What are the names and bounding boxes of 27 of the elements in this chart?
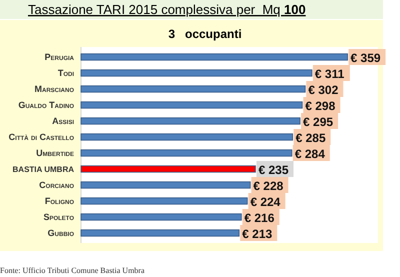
y-tick-label: Assisi bbox=[52, 116, 74, 126]
chart-title: Tassazione TARI 2015 complessiva per Mq 100 bbox=[28, 2, 306, 17]
y-tick-label: Spoleto bbox=[43, 212, 74, 222]
y-tick-label: Umbertide bbox=[36, 148, 74, 158]
data-label: € 228 bbox=[253, 179, 284, 193]
data-label: € 216 bbox=[244, 211, 275, 225]
data-label: € 235 bbox=[258, 163, 289, 177]
data-label: € 284 bbox=[294, 147, 326, 161]
y-tick-label: Perugia bbox=[44, 52, 75, 62]
data-label: € 298 bbox=[305, 99, 336, 113]
y-tick-label: Città di Castello bbox=[8, 132, 74, 142]
y-tick-label: Gubbio bbox=[48, 228, 74, 238]
y-tick-label: Todi bbox=[58, 68, 74, 78]
y-tick-label: Gualdo Tadino bbox=[18, 100, 74, 110]
y-tick-label: Foligno bbox=[44, 196, 74, 206]
data-label: € 224 bbox=[250, 195, 281, 209]
data-label: € 213 bbox=[242, 227, 273, 241]
data-label: € 311 bbox=[314, 67, 345, 81]
data-label: € 302 bbox=[308, 83, 339, 97]
data-label: € 285 bbox=[296, 131, 326, 145]
y-tick-label: Marsciano bbox=[34, 84, 74, 94]
source-note: Fonte: Ufficio Tributi Comune Bastia Umbra bbox=[0, 266, 145, 275]
y-tick-label: BASTIA UMBRA bbox=[12, 165, 74, 174]
data-label: € 295 bbox=[303, 115, 334, 129]
y-tick-label: Corciano bbox=[39, 180, 74, 190]
data-label: € 359 bbox=[350, 51, 381, 65]
chart-subtitle: 3 occupanti bbox=[168, 27, 242, 41]
